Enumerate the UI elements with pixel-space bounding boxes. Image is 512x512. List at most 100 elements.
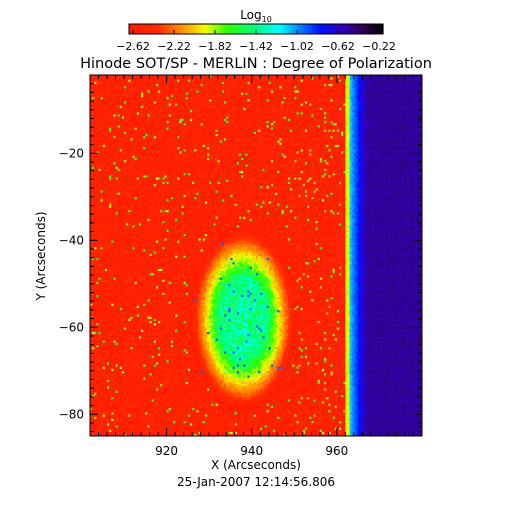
heatmap-cell <box>122 86 124 88</box>
heatmap-cell <box>113 110 115 112</box>
heatmap-cell <box>99 184 101 186</box>
heatmap-cell <box>94 312 96 314</box>
heatmap-cell <box>99 364 101 366</box>
heatmap-cell <box>141 114 143 116</box>
heatmap-cell <box>94 208 96 210</box>
heatmap-cell <box>94 205 96 207</box>
heatmap-cell <box>145 342 147 344</box>
heatmap-cell <box>99 162 101 164</box>
heatmap-cell <box>137 345 139 347</box>
heatmap-cell <box>116 297 118 299</box>
heatmap-cell <box>145 99 147 101</box>
heatmap-cell <box>135 149 137 151</box>
heatmap-cell <box>111 238 113 240</box>
heatmap-cell <box>135 140 137 142</box>
heatmap-cell <box>107 166 109 168</box>
heatmap-cell <box>139 349 141 351</box>
heatmap-cell <box>105 225 107 227</box>
heatmap-cell <box>99 408 101 410</box>
heatmap-cell <box>113 164 115 166</box>
heatmap-cell <box>141 238 143 240</box>
heatmap-cell <box>141 182 143 184</box>
heatmap-cell <box>133 395 135 397</box>
heatmap-cell <box>94 258 96 260</box>
heatmap-cell <box>141 403 143 405</box>
heatmap-cell <box>137 325 139 327</box>
heatmap-cell <box>135 84 137 86</box>
heatmap-cell <box>139 101 141 103</box>
heatmap-cell <box>118 432 120 434</box>
heatmap-cell <box>135 125 137 127</box>
heatmap-cell <box>128 123 130 125</box>
heatmap-cell <box>147 116 149 118</box>
heatmap-cell <box>135 279 137 281</box>
heatmap-cell <box>145 273 147 275</box>
heatmap-cell <box>96 147 98 149</box>
heatmap-cell <box>137 127 139 129</box>
heatmap-cell <box>133 199 135 201</box>
heatmap-cell <box>139 288 141 290</box>
heatmap-cell <box>139 384 141 386</box>
heatmap-cell <box>133 299 135 301</box>
heatmap-cell <box>130 377 132 379</box>
heatmap-cell <box>96 175 98 177</box>
heatmap-cell <box>103 99 105 101</box>
heatmap-cell <box>120 432 122 434</box>
heatmap-cell <box>111 351 113 353</box>
heatmap-cell <box>145 90 147 92</box>
heatmap-cell <box>130 166 132 168</box>
heatmap-cell <box>124 299 126 301</box>
heatmap-cell <box>122 82 124 84</box>
heatmap-cell <box>130 266 132 268</box>
heatmap-cell <box>126 197 128 199</box>
heatmap-cell <box>150 338 152 340</box>
heatmap-cell <box>94 421 96 423</box>
heatmap-cell <box>135 395 137 397</box>
heatmap-cell <box>94 236 96 238</box>
heatmap-cell <box>137 295 139 297</box>
heatmap-cell <box>137 425 139 427</box>
heatmap-cell <box>113 227 115 229</box>
heatmap-cell <box>118 121 120 123</box>
heatmap-cell <box>122 164 124 166</box>
heatmap-cell <box>116 260 118 262</box>
heatmap-cell <box>99 179 101 181</box>
heatmap-cell <box>99 240 101 242</box>
heatmap-cell <box>122 192 124 194</box>
heatmap-cell <box>124 208 126 210</box>
heatmap-cell <box>139 414 141 416</box>
heatmap-cell <box>126 349 128 351</box>
heatmap-cell <box>105 90 107 92</box>
heatmap-cell <box>126 114 128 116</box>
heatmap-cell <box>107 284 109 286</box>
heatmap-cell <box>101 266 103 268</box>
heatmap-cell <box>111 95 113 97</box>
heatmap-cell <box>118 77 120 79</box>
heatmap-cell <box>116 345 118 347</box>
heatmap-cell <box>109 399 111 401</box>
heatmap-cell <box>126 112 128 114</box>
heatmap-cell <box>113 142 115 144</box>
heatmap-cell <box>113 90 115 92</box>
heatmap-cell <box>141 121 143 123</box>
heatmap-cell <box>118 88 120 90</box>
heatmap-cell <box>126 169 128 171</box>
heatmap-cell <box>101 253 103 255</box>
heatmap-cell <box>128 95 130 97</box>
heatmap-cell <box>124 155 126 157</box>
heatmap-cell <box>105 284 107 286</box>
heatmap-cell <box>128 412 130 414</box>
heatmap-cell <box>124 275 126 277</box>
heatmap-cell <box>111 121 113 123</box>
heatmap-cell <box>128 297 130 299</box>
heatmap-cell <box>116 377 118 379</box>
heatmap-cell <box>133 208 135 210</box>
heatmap-cell <box>99 401 101 403</box>
heatmap-cell <box>94 216 96 218</box>
heatmap-cell <box>96 338 98 340</box>
heatmap-cell <box>94 97 96 99</box>
heatmap-cell <box>126 347 128 349</box>
heatmap-cell <box>141 140 143 142</box>
heatmap-cell <box>143 97 145 99</box>
heatmap-cell <box>99 84 101 86</box>
